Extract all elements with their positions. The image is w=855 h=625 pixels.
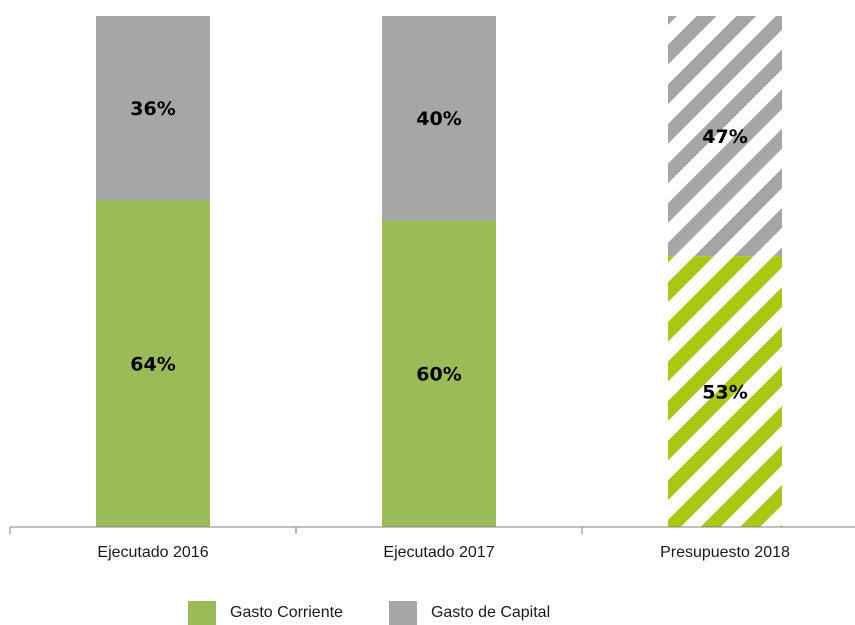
bar-gasto-corriente-presupuesto-2018 — [668, 256, 782, 527]
data-label-gasto-de-capital-ejecutado-2017: 40% — [416, 108, 461, 130]
bar-gasto-de-capital-ejecutado-2016 — [96, 16, 210, 200]
data-label-gasto-corriente-ejecutado-2017: 60% — [416, 364, 461, 386]
data-label-gasto-corriente-ejecutado-2016: 64% — [130, 353, 175, 375]
legend-item-gasto-corriente[interactable]: Gasto Corriente — [188, 600, 343, 625]
x-axis: Ejecutado 2016 Ejecutado 2017 Presupuesto … — [9, 526, 855, 561]
x-tick-label-ejecutado-2017: Ejecutado 2017 — [383, 544, 494, 561]
data-label-gasto-de-capital-presupuesto-2018: 47% — [702, 126, 747, 148]
bars-group — [96, 16, 782, 527]
data-label-gasto-corriente-presupuesto-2018: 53% — [702, 382, 747, 404]
data-label-gasto-de-capital-ejecutado-2016: 36% — [130, 98, 175, 120]
bar-gasto-corriente-ejecutado-2017 — [382, 220, 496, 527]
legend-swatch-gasto-corriente — [188, 600, 216, 625]
legend-label-gasto-capital: Gasto de Capital — [430, 603, 551, 621]
legend-item-gasto-capital[interactable]: Gasto de Capital — [388, 600, 551, 625]
bar-gasto-de-capital-ejecutado-2017 — [382, 16, 496, 221]
bar-gasto-de-capital-presupuesto-2018 — [668, 16, 782, 257]
legend-swatch-gasto-capital — [388, 600, 417, 625]
legend: Gasto Corriente Gasto de Capital — [188, 600, 596, 625]
stacked-bar-chart: 64%36%60%40%53%47% Ejecutado 2016 Ejecuta… — [9, 16, 855, 561]
data-labels-group: 64% 36% 60% 40% 53% 47% — [130, 98, 747, 404]
x-tick-label-ejecutado-2016: Ejecutado 2016 — [97, 544, 208, 561]
bar-gasto-corriente-ejecutado-2016 — [96, 199, 210, 527]
x-tick-label-presupuesto-2018: Presupuesto 2018 — [660, 544, 790, 561]
legend-label-gasto-corriente: Gasto Corriente — [230, 603, 343, 621]
